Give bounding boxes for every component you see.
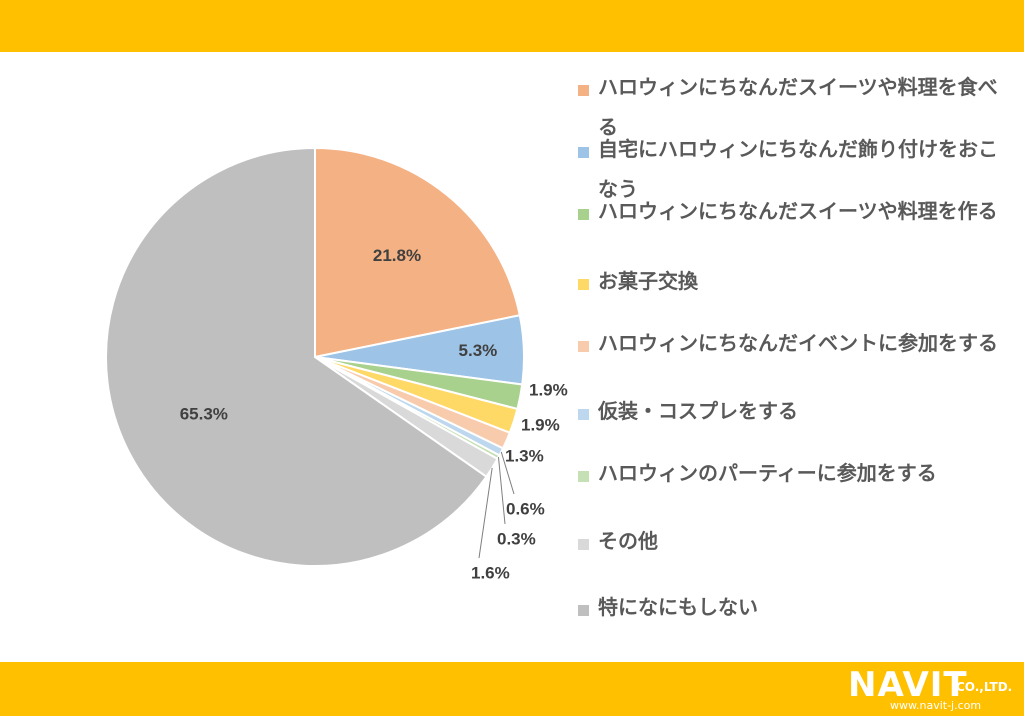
legend-item-3: ハロウィンにちなんだスイーツや料理を作る <box>578 199 1018 231</box>
legend-item-7: ハロウィンのパーティーに参加をする <box>578 461 1018 493</box>
leader-line-8 <box>478 467 493 559</box>
logo-suffix: CO.,LTD. <box>956 680 1013 694</box>
slice-label-7: 0.3% <box>497 529 536 548</box>
legend-swatch <box>578 85 589 96</box>
legend-swatch <box>578 209 589 220</box>
legend-label: ハロウィンにちなんだスイーツや料理を食べる <box>598 75 998 139</box>
slice-label-6: 0.6% <box>506 499 545 518</box>
slice-label-5: 1.3% <box>505 446 544 465</box>
legend-label: 自宅にハロウィンにちなんだ飾り付けをおこなう <box>598 137 998 201</box>
legend-swatch <box>578 539 589 550</box>
legend-item-6: 仮装・コスプレをする <box>578 399 1018 431</box>
legend-label: ハロウィンのパーティーに参加をする <box>598 461 937 485</box>
bottom-banner <box>0 662 1024 716</box>
slice-label-4: 1.9% <box>521 415 560 434</box>
logo-name: NAVIT <box>848 665 968 705</box>
legend-label: その他 <box>598 529 658 553</box>
slice-label-8: 1.6% <box>471 563 510 582</box>
legend-swatch <box>578 605 589 616</box>
slice-label-9: 65.3% <box>180 404 228 423</box>
slice-label-2: 5.3% <box>459 341 498 360</box>
top-banner <box>0 0 1024 52</box>
logo-url: www.navit-j.com <box>890 699 982 712</box>
legend-label: お菓子交換 <box>598 269 698 293</box>
slice-label-1: 21.8% <box>373 246 421 265</box>
slice-label-3: 1.9% <box>529 380 568 399</box>
pie-slice-1 <box>314 146 521 359</box>
legend-label: 特になにもしない <box>598 595 758 619</box>
legend-item-4: お菓子交換 <box>578 269 1018 301</box>
legend-swatch <box>578 471 589 482</box>
legend-item-5: ハロウィンにちなんだイベントに参加をする <box>578 331 1018 363</box>
navit-logo: NAVIT CO.,LTD. www.navit-j.com <box>848 666 1018 714</box>
legend-item-2: 自宅にハロウィンにちなんだ飾り付けをおこなう <box>578 137 1018 209</box>
leader-line-6 <box>500 451 515 495</box>
leader-line-7 <box>497 457 506 525</box>
pie-slice-9 <box>105 146 488 567</box>
legend-swatch <box>578 279 589 290</box>
legend-item-1: ハロウィンにちなんだスイーツや料理を食べる <box>578 75 1018 147</box>
legend-swatch <box>578 147 589 158</box>
legend-item-9: 特になにもしない <box>578 595 1018 627</box>
legend-label: ハロウィンにちなんだスイーツや料理を作る <box>598 199 998 223</box>
legend-label: ハロウィンにちなんだイベントに参加をする <box>598 331 998 355</box>
legend-swatch <box>578 409 589 420</box>
legend-item-8: その他 <box>578 529 1018 561</box>
legend-swatch <box>578 341 589 352</box>
legend-label: 仮装・コスプレをする <box>598 399 798 423</box>
